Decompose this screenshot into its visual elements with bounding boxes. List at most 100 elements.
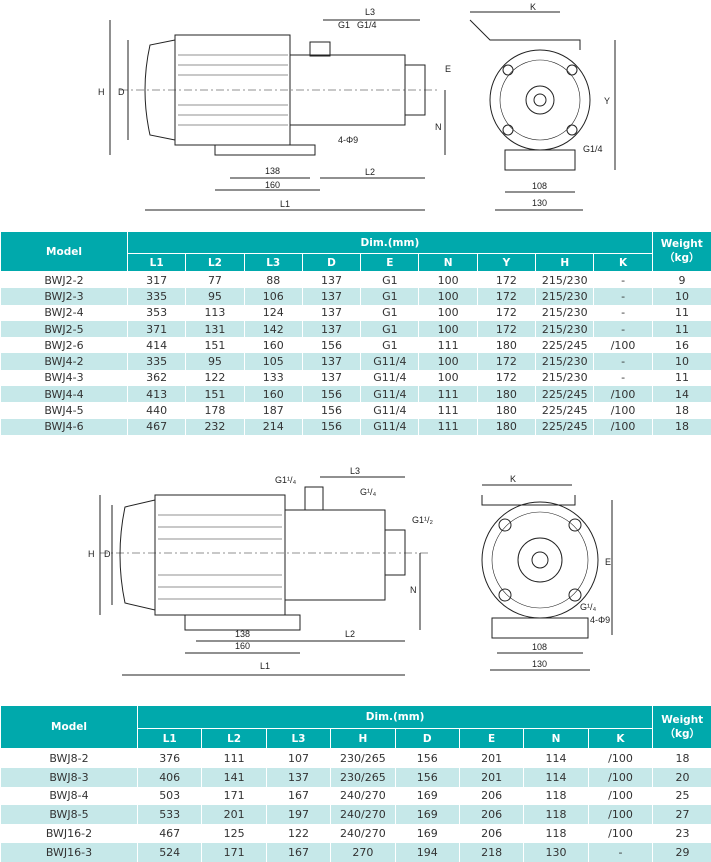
- label-108: 108: [532, 642, 547, 652]
- value-cell: 414: [128, 337, 186, 353]
- column-header-l2: L2: [202, 729, 266, 749]
- value-cell: 141: [202, 768, 266, 787]
- value-cell: G1: [361, 288, 419, 304]
- model-cell: BWJ8-4: [1, 787, 138, 806]
- value-cell: 169: [395, 787, 459, 806]
- model-cell: BWJ8-2: [1, 749, 138, 768]
- value-cell: 131: [186, 321, 244, 337]
- model-cell: BWJ16-2: [1, 824, 138, 843]
- value-cell: 194: [395, 843, 459, 862]
- value-cell: 172: [477, 353, 535, 369]
- value-cell: 151: [186, 337, 244, 353]
- value-cell: 178: [186, 402, 244, 418]
- value-cell: 130: [524, 843, 588, 862]
- value-cell: 160: [244, 386, 302, 402]
- value-cell: 172: [477, 321, 535, 337]
- value-cell: 100: [419, 370, 477, 386]
- value-cell: /100: [588, 824, 653, 843]
- value-cell: 151: [186, 386, 244, 402]
- dim-header: Dim.(mm): [138, 706, 653, 729]
- value-cell: 215/230: [536, 305, 594, 321]
- value-cell: -: [588, 843, 653, 862]
- value-cell: 218: [459, 843, 523, 862]
- value-cell: 118: [524, 805, 588, 824]
- value-cell: 105: [244, 353, 302, 369]
- label-l1: L1: [280, 199, 290, 209]
- label-y: Y: [604, 96, 610, 106]
- model-cell: BWJ16-3: [1, 843, 138, 862]
- value-cell: 156: [395, 768, 459, 787]
- value-cell: 206: [459, 824, 523, 843]
- value-cell: G1: [361, 337, 419, 353]
- model-cell: BWJ4-2: [1, 353, 128, 369]
- value-cell: 171: [202, 787, 266, 806]
- label-k: K: [530, 2, 536, 12]
- label-e: E: [605, 557, 611, 567]
- value-cell: 172: [477, 288, 535, 304]
- value-cell: 214: [244, 419, 302, 435]
- label-138: 138: [235, 629, 250, 639]
- value-cell: 225/245: [536, 337, 594, 353]
- value-cell: 215/230: [536, 288, 594, 304]
- value-cell: 172: [477, 305, 535, 321]
- value-cell: /100: [588, 805, 653, 824]
- model-cell: BWJ2-6: [1, 337, 128, 353]
- value-cell: 225/245: [536, 402, 594, 418]
- value-cell: 122: [266, 824, 330, 843]
- value-cell: 206: [459, 805, 523, 824]
- value-cell: 11: [652, 321, 711, 337]
- value-cell: 111: [419, 386, 477, 402]
- label-g14: G1/4: [357, 20, 377, 30]
- value-cell: 533: [138, 805, 202, 824]
- value-cell: G1: [361, 321, 419, 337]
- value-cell: 133: [244, 370, 302, 386]
- value-cell: /100: [588, 768, 653, 787]
- value-cell: /100: [588, 787, 653, 806]
- value-cell: G11/4: [361, 353, 419, 369]
- column-header-h: H: [331, 729, 395, 749]
- label-d: D: [104, 549, 111, 559]
- value-cell: 467: [138, 824, 202, 843]
- value-cell: 467: [128, 419, 186, 435]
- label-h: H: [88, 549, 95, 559]
- label-160: 160: [265, 180, 280, 190]
- value-cell: 167: [266, 787, 330, 806]
- value-cell: 9: [652, 272, 711, 289]
- pump-drawing-bottom: L1 L2 L3 H D N G1¹/₄ G¹/₄ G1¹/₂ 138 160 …: [0, 465, 711, 695]
- value-cell: 100: [419, 272, 477, 289]
- label-holes: 4-Φ9: [338, 135, 358, 145]
- value-cell: 100: [419, 305, 477, 321]
- value-cell: 524: [138, 843, 202, 862]
- value-cell: 11: [652, 370, 711, 386]
- value-cell: 122: [186, 370, 244, 386]
- value-cell: /100: [594, 402, 652, 418]
- label-l3: L3: [350, 466, 360, 476]
- value-cell: 215/230: [536, 321, 594, 337]
- model-cell: BWJ4-6: [1, 419, 128, 435]
- value-cell: 376: [138, 749, 202, 768]
- value-cell: 230/265: [331, 749, 395, 768]
- label-e: E: [445, 64, 451, 74]
- value-cell: 215/230: [536, 370, 594, 386]
- value-cell: 171: [202, 843, 266, 862]
- value-cell: G1: [361, 305, 419, 321]
- value-cell: 95: [186, 353, 244, 369]
- value-cell: 113: [186, 305, 244, 321]
- value-cell: 142: [244, 321, 302, 337]
- model-cell: BWJ8-5: [1, 805, 138, 824]
- value-cell: /100: [594, 386, 652, 402]
- label-l3: L3: [365, 7, 375, 17]
- label-g14b: G¹/₄: [580, 602, 596, 612]
- value-cell: 18: [652, 402, 711, 418]
- value-cell: 95: [186, 288, 244, 304]
- label-g14: G¹/₄: [360, 487, 376, 497]
- value-cell: 88: [244, 272, 302, 289]
- value-cell: 240/270: [331, 805, 395, 824]
- label-g114: G1¹/₄: [275, 475, 297, 485]
- value-cell: -: [594, 353, 652, 369]
- value-cell: 25: [653, 787, 711, 806]
- value-cell: 137: [302, 370, 360, 386]
